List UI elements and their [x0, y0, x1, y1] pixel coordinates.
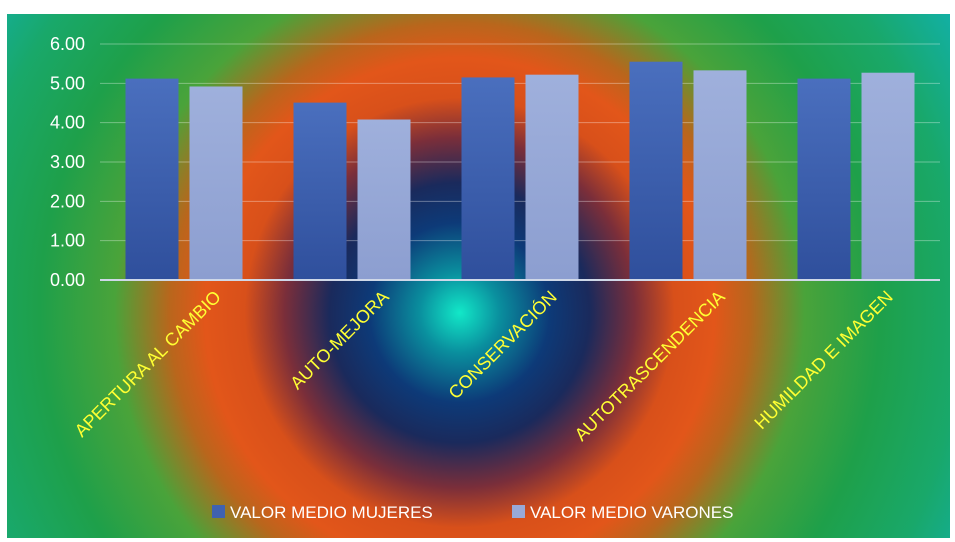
y-tick-label: 6.00	[50, 34, 85, 54]
y-tick-label: 1.00	[50, 231, 85, 251]
category-label: AUTOTRASCENDENCIA	[571, 287, 729, 445]
bar-mujeres-2	[461, 77, 515, 280]
category-label: AUTO-MEJORA	[286, 287, 393, 394]
bar-varones-3	[693, 70, 747, 280]
legend-label: VALOR MEDIO VARONES	[530, 503, 733, 522]
bars	[125, 61, 915, 281]
category-label: HUMILDAD E IMAGEN	[750, 287, 896, 433]
legend-swatch	[512, 505, 525, 518]
y-tick-label: 5.00	[50, 73, 85, 93]
bar-mujeres-0	[125, 78, 179, 280]
y-axis-tick-labels: 0.00 1.00 2.00 3.00 4.00 5.00 6.00	[50, 34, 85, 290]
bar-varones-2	[525, 74, 579, 281]
bar-varones-0	[189, 86, 243, 280]
bar-mujeres-1	[293, 102, 347, 281]
y-tick-label: 3.00	[50, 152, 85, 172]
y-tick-label: 2.00	[50, 191, 85, 211]
category-label: APERTURA AL CAMBIO	[71, 287, 225, 441]
bar-mujeres-4	[797, 78, 851, 280]
bar-varones-1	[357, 119, 411, 281]
category-labels: APERTURA AL CAMBIO AUTO-MEJORA CONSERVACIÓ…	[71, 286, 897, 445]
legend-label: VALOR MEDIO MUJERES	[230, 503, 433, 522]
category-label: CONSERVACIÓN	[444, 286, 561, 403]
y-tick-label: 0.00	[50, 270, 85, 290]
bar-mujeres-3	[629, 61, 683, 281]
legend-swatch	[212, 505, 225, 518]
y-tick-label: 4.00	[50, 113, 85, 133]
bar-varones-4	[861, 72, 915, 280]
legend: VALOR MEDIO MUJERES VALOR MEDIO VARONES	[212, 503, 733, 522]
